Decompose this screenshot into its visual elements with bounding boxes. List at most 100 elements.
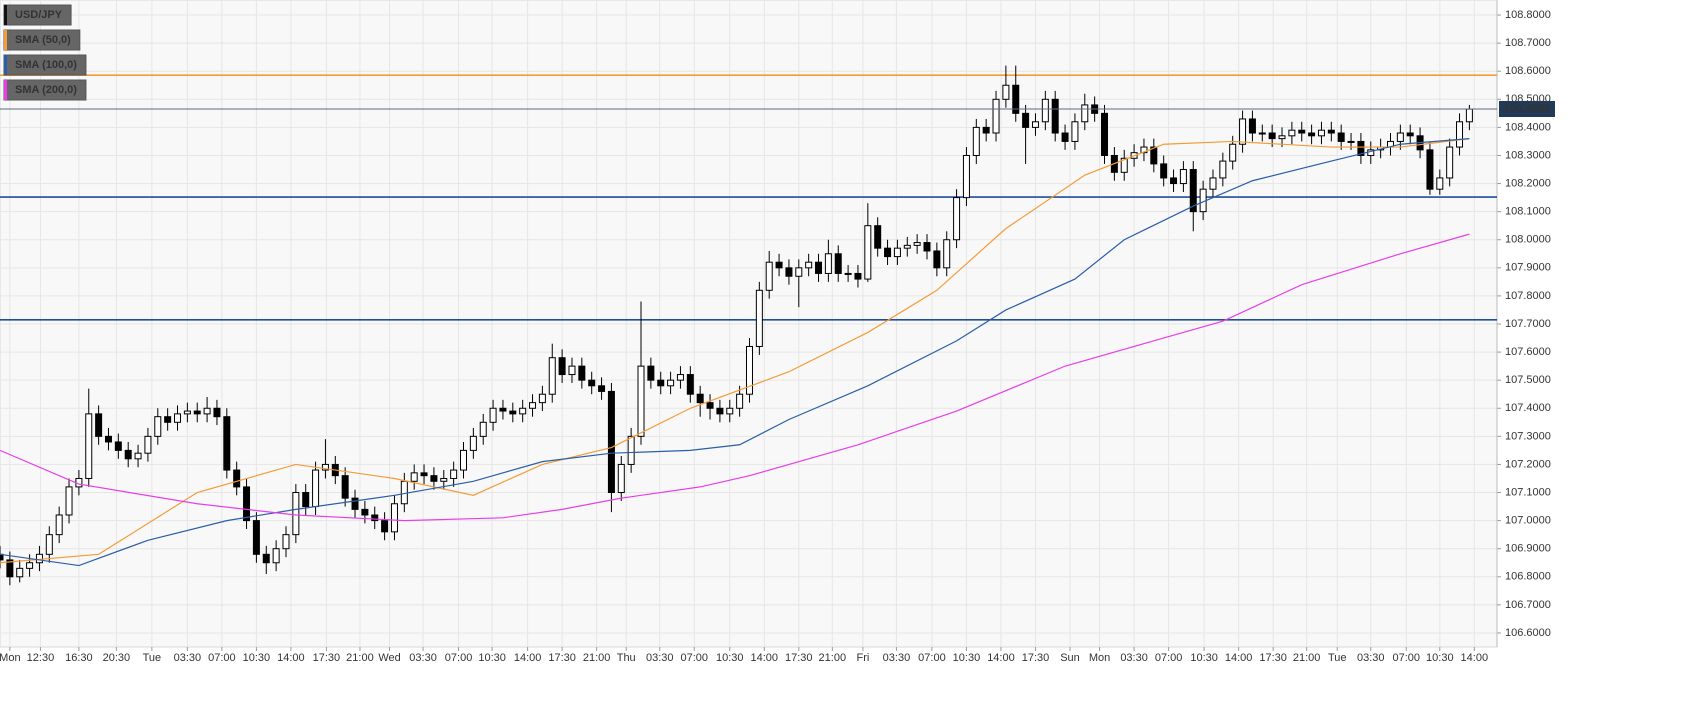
y-tick-label: 107.1000 (1505, 486, 1551, 498)
candle (95, 405, 103, 445)
candle-body (1317, 129, 1325, 137)
candle-body (351, 497, 359, 510)
y-tick-label: 107.5000 (1505, 374, 1551, 386)
candle (529, 394, 537, 417)
candle (183, 402, 191, 423)
candle-body (795, 267, 803, 277)
candle-body (548, 357, 556, 395)
candle (1012, 65, 1020, 122)
candle (1327, 121, 1335, 142)
last-price-label: 108.4655 (1504, 103, 1550, 115)
candle-body (686, 374, 694, 395)
y-tick-label: 106.6000 (1505, 627, 1551, 639)
candle (410, 464, 418, 490)
sma-line (0, 233, 1470, 522)
x-tick-label: 17:30 (1022, 652, 1050, 664)
candle (361, 500, 369, 524)
candle (667, 371, 675, 395)
candle-body (499, 407, 507, 412)
candle (893, 239, 901, 266)
candle-body (1229, 143, 1237, 162)
x-tick-label: 14:00 (987, 652, 1015, 664)
candle (627, 427, 635, 473)
x-tick-label: Thu (617, 652, 636, 664)
candle (124, 441, 132, 468)
x-tick-label: 10:30 (478, 652, 506, 664)
candle-body (430, 475, 438, 482)
x-tick-label: 07:00 (208, 652, 236, 664)
candle-body (1160, 163, 1168, 179)
candle (292, 484, 300, 544)
candle-body (400, 480, 408, 505)
candle (647, 357, 655, 389)
candle-body (243, 486, 251, 522)
candle (223, 408, 231, 479)
candle-body (272, 548, 280, 564)
candle (1219, 152, 1227, 187)
candle (588, 371, 596, 395)
candle (1160, 155, 1168, 187)
candle-body (903, 244, 911, 249)
candle (864, 203, 872, 282)
candle (104, 427, 112, 451)
candle (1288, 121, 1296, 145)
candle-body (35, 553, 43, 564)
candle-body (1209, 177, 1217, 190)
candle (1446, 138, 1454, 187)
candle (1041, 90, 1049, 131)
candle (953, 189, 961, 249)
legend-label: USD/JPY (15, 9, 63, 21)
candle (1022, 104, 1030, 164)
candle-body (844, 272, 852, 275)
candle-body (775, 261, 783, 269)
candle-body (410, 472, 418, 482)
x-tick-label: 17:30 (313, 652, 341, 664)
candle-body (1101, 112, 1109, 156)
candle (933, 242, 941, 277)
candle (262, 545, 270, 574)
candle (1031, 113, 1039, 136)
x-tick-label: 10:30 (953, 652, 981, 664)
x-tick-label: 07:00 (1155, 652, 1183, 664)
x-tick-label: 03:30 (174, 652, 202, 664)
legend-swatch (4, 30, 7, 50)
candle-body (1041, 98, 1049, 123)
x-tick-label: 14:00 (1461, 652, 1489, 664)
candle-body (95, 413, 103, 437)
candle-body (1002, 84, 1010, 100)
candle-body (1179, 169, 1187, 185)
legend-label: SMA (100,0) (15, 59, 77, 71)
candle-body (913, 242, 921, 246)
x-tick-label: 10:30 (716, 652, 744, 664)
legend-swatch (4, 80, 7, 100)
candle-body (854, 272, 862, 280)
candle-body (341, 475, 349, 499)
y-tick-label: 108.3000 (1505, 149, 1551, 161)
candle-body (943, 239, 951, 269)
candle-body (0, 553, 4, 561)
x-tick-label: 14:00 (751, 652, 779, 664)
candle-body (1219, 160, 1227, 179)
candle-body (154, 416, 162, 437)
candle (1179, 161, 1187, 192)
candle (578, 357, 586, 389)
x-tick-label: 03:30 (1357, 652, 1385, 664)
candle (321, 439, 329, 479)
candle-body (1436, 177, 1444, 190)
candle-body (834, 253, 842, 274)
candle-body (381, 520, 389, 533)
candle (479, 413, 487, 445)
candle (874, 217, 882, 257)
candle-body (815, 261, 823, 274)
candle (913, 234, 921, 254)
candle (252, 512, 260, 563)
candle (459, 441, 467, 479)
candle (686, 366, 694, 403)
candle-body (1446, 146, 1454, 179)
candle (302, 484, 310, 515)
candle (174, 405, 182, 431)
candle-body (529, 402, 537, 409)
candle-body (617, 463, 625, 494)
x-tick-label: Mon (1089, 652, 1110, 664)
